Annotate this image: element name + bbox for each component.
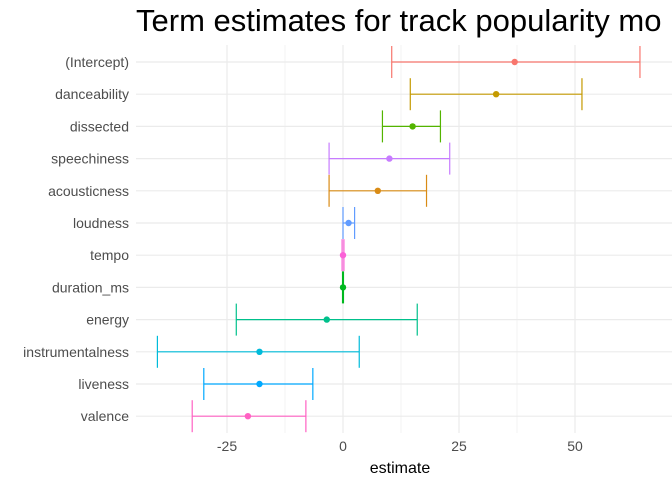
- term-errorbar: [328, 142, 451, 175]
- estimate-point: [256, 348, 263, 355]
- error-bars: [156, 46, 641, 433]
- x-tick-labels: -25 0 25 50: [217, 438, 583, 454]
- estimate-point: [492, 91, 500, 98]
- term-errorbar: [156, 335, 360, 368]
- y-tick-label: loudness: [73, 215, 129, 231]
- y-tick-label: (Intercept): [65, 54, 129, 70]
- estimate-point: [374, 187, 381, 194]
- y-tick-label: energy: [86, 312, 129, 328]
- x-axis-title: estimate: [370, 460, 431, 477]
- y-tick-label: duration_ms: [52, 279, 129, 295]
- estimate-point: [256, 380, 263, 388]
- y-tick-label: acousticness: [48, 183, 129, 199]
- estimate-point: [386, 155, 393, 162]
- y-tick-label: danceability: [55, 86, 129, 102]
- estimate-point: [345, 219, 352, 227]
- y-tick-label: tempo: [90, 247, 129, 263]
- estimate-point: [339, 284, 347, 291]
- x-tick-label: 50: [567, 438, 583, 454]
- term-errorbar: [339, 239, 347, 272]
- term-errorbar: [328, 174, 428, 207]
- estimate-point: [323, 316, 330, 323]
- estimate-point: [409, 123, 416, 130]
- estimate-point: [511, 58, 518, 66]
- term-errorbar: [191, 400, 307, 433]
- y-tick-label: liveness: [78, 376, 129, 392]
- x-tick-label: 0: [339, 438, 347, 454]
- grid: [136, 45, 672, 433]
- y-tick-label: valence: [81, 408, 129, 424]
- estimate-point: [339, 252, 347, 259]
- term-errorbar: [339, 271, 347, 304]
- y-tick-labels: (Intercept) danceability dissected speechin…: [23, 54, 129, 424]
- y-tick-label: dissected: [70, 118, 129, 134]
- x-tick-label: 25: [451, 438, 467, 454]
- chart-title: Term estimates for track popularity mo: [136, 3, 661, 38]
- x-tick-label: -25: [217, 438, 237, 454]
- y-tick-label: instrumentalness: [23, 344, 129, 360]
- term-errorbar: [409, 78, 583, 111]
- term-errorbar: [381, 110, 442, 143]
- term-errorbar: [391, 46, 641, 78]
- y-tick-label: speechiness: [51, 151, 129, 167]
- estimate-point: [244, 413, 252, 420]
- term-errorbar: [235, 303, 418, 336]
- term-errorbar: [342, 207, 356, 239]
- term-errorbar: [203, 368, 314, 400]
